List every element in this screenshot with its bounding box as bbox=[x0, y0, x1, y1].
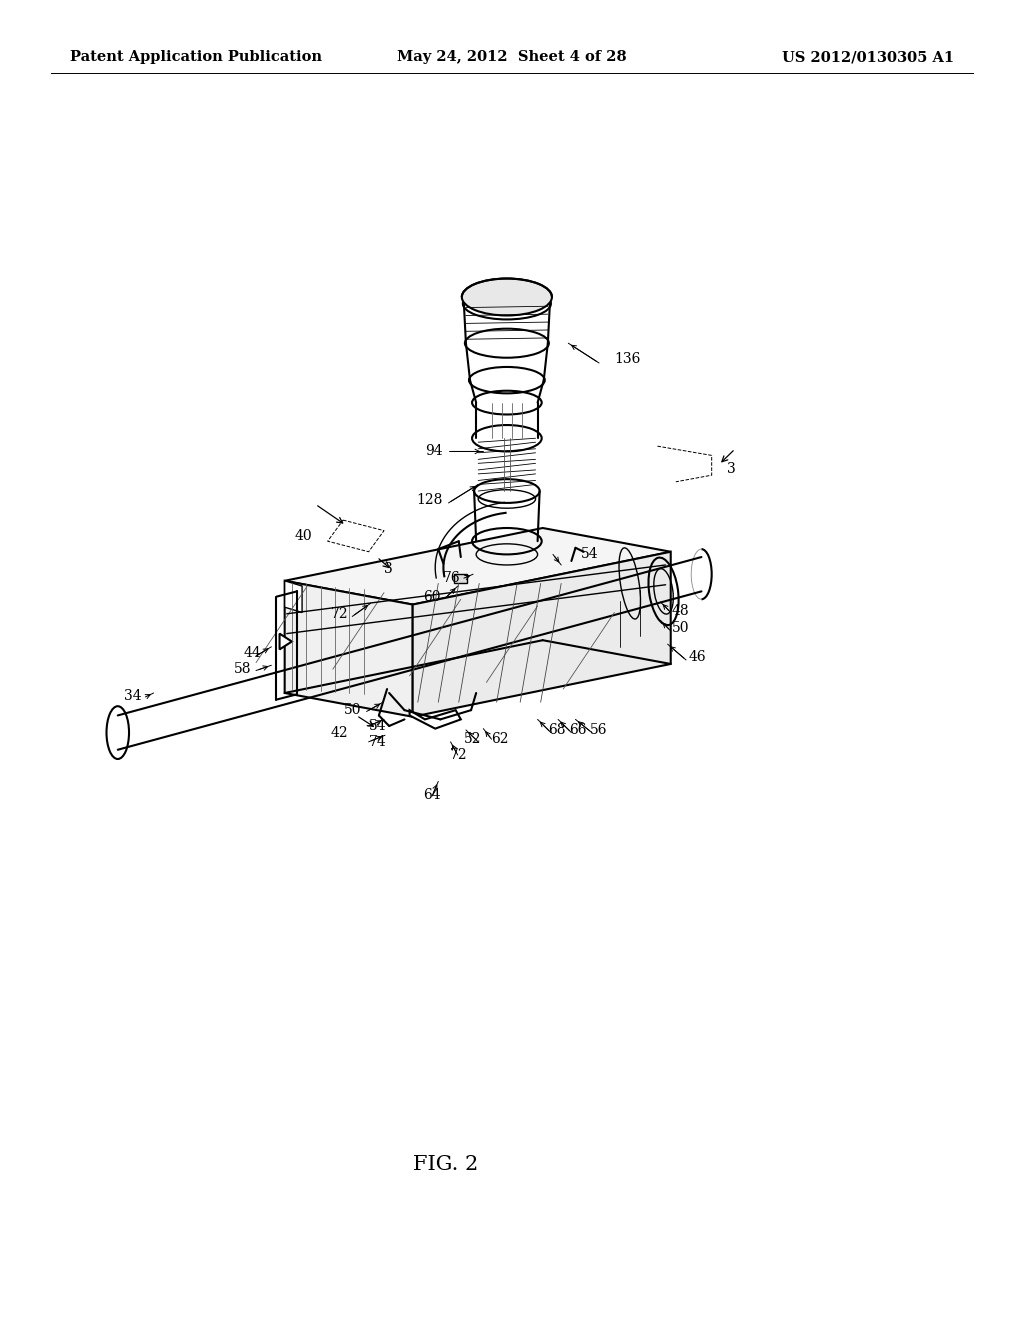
Polygon shape bbox=[280, 634, 292, 649]
Polygon shape bbox=[285, 581, 413, 717]
Text: 56: 56 bbox=[590, 723, 607, 737]
Text: 50: 50 bbox=[344, 704, 361, 717]
Text: 42: 42 bbox=[331, 726, 348, 739]
Text: 58: 58 bbox=[233, 663, 251, 676]
Text: 136: 136 bbox=[614, 352, 641, 366]
Text: 72: 72 bbox=[331, 607, 348, 620]
Text: 50: 50 bbox=[672, 622, 689, 635]
Text: 74: 74 bbox=[369, 735, 386, 748]
Text: 44: 44 bbox=[244, 647, 261, 660]
Text: May 24, 2012  Sheet 4 of 28: May 24, 2012 Sheet 4 of 28 bbox=[397, 50, 627, 65]
Text: 68: 68 bbox=[548, 723, 565, 737]
Text: 66: 66 bbox=[569, 723, 587, 737]
Polygon shape bbox=[285, 581, 302, 612]
Text: 3: 3 bbox=[727, 462, 736, 475]
Text: 40: 40 bbox=[295, 529, 312, 543]
Text: 62: 62 bbox=[492, 733, 509, 746]
Polygon shape bbox=[410, 710, 461, 729]
Text: 52: 52 bbox=[464, 733, 482, 746]
Polygon shape bbox=[285, 528, 671, 605]
Text: 34: 34 bbox=[124, 689, 141, 702]
Text: FIG. 2: FIG. 2 bbox=[413, 1155, 478, 1173]
Polygon shape bbox=[413, 552, 671, 717]
Text: 46: 46 bbox=[688, 651, 706, 664]
Text: 128: 128 bbox=[416, 494, 442, 507]
Text: 72: 72 bbox=[450, 748, 468, 762]
Text: 48: 48 bbox=[672, 605, 689, 618]
Text: 64: 64 bbox=[423, 788, 441, 801]
Polygon shape bbox=[454, 574, 467, 583]
Ellipse shape bbox=[462, 279, 552, 315]
Text: 54: 54 bbox=[581, 548, 598, 561]
Text: 60: 60 bbox=[423, 590, 440, 603]
Text: 76: 76 bbox=[443, 572, 461, 585]
Text: 3: 3 bbox=[384, 562, 393, 576]
Text: 54: 54 bbox=[369, 719, 386, 733]
Text: 94: 94 bbox=[425, 445, 442, 458]
Text: US 2012/0130305 A1: US 2012/0130305 A1 bbox=[782, 50, 954, 65]
Text: Patent Application Publication: Patent Application Publication bbox=[70, 50, 322, 65]
